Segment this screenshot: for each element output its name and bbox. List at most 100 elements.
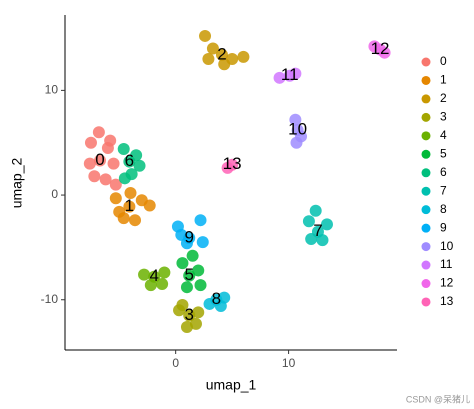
point <box>194 279 207 292</box>
point <box>84 136 97 149</box>
point <box>99 173 112 186</box>
watermark: CSDN @呆猪儿 <box>406 393 470 404</box>
legend-label: 9 <box>440 220 447 234</box>
legend-swatch <box>421 168 431 178</box>
point <box>144 279 157 292</box>
y-axis-title: umap_2 <box>9 157 25 208</box>
legend-swatch <box>421 297 431 307</box>
point <box>176 298 189 311</box>
point <box>196 236 209 249</box>
point <box>118 172 131 185</box>
legend-label: 2 <box>440 91 447 105</box>
point <box>290 136 303 149</box>
point <box>192 264 205 277</box>
cluster-label: 5 <box>184 265 193 284</box>
point <box>180 281 193 294</box>
point <box>175 228 188 241</box>
cluster-label: 6 <box>125 151 134 170</box>
y-tick-label: 0 <box>51 187 58 201</box>
legend-swatch <box>421 112 431 122</box>
point <box>273 71 286 84</box>
point <box>88 170 101 183</box>
point <box>186 249 199 262</box>
cluster-label: 11 <box>281 65 299 84</box>
point <box>202 52 215 65</box>
legend-swatch <box>421 260 431 270</box>
point <box>221 161 234 174</box>
legend-swatch <box>421 94 431 104</box>
point <box>320 218 333 231</box>
point <box>218 58 231 71</box>
cluster-label: 1 <box>125 196 134 215</box>
cluster-label: 7 <box>313 221 322 240</box>
cluster-label: 12 <box>371 39 390 58</box>
point <box>189 317 202 330</box>
cluster-label: 13 <box>223 154 242 173</box>
point <box>158 266 171 279</box>
point <box>368 40 381 53</box>
legend-label: 8 <box>440 202 447 216</box>
legend-swatch <box>421 223 431 233</box>
point <box>130 149 143 162</box>
cluster-label: 0 <box>95 150 104 169</box>
point <box>215 48 228 61</box>
point <box>143 199 156 212</box>
point <box>302 215 315 228</box>
point <box>123 200 136 213</box>
legend-label: 3 <box>440 110 447 124</box>
cluster-label: 4 <box>149 266 158 285</box>
point <box>183 269 196 282</box>
legend-label: 5 <box>440 146 447 160</box>
legend-swatch <box>421 186 431 196</box>
cluster-label: 8 <box>212 289 221 308</box>
point <box>156 278 169 291</box>
point <box>214 300 227 313</box>
point <box>109 192 122 205</box>
legend-label: 10 <box>440 239 454 253</box>
point <box>107 157 120 170</box>
legend-label: 6 <box>440 165 447 179</box>
point <box>194 214 207 227</box>
legend-label: 1 <box>440 73 447 87</box>
point <box>101 141 114 154</box>
x-axis-title: umap_1 <box>206 377 257 393</box>
x-tick-label: 0 <box>172 356 179 370</box>
point <box>180 320 193 333</box>
point <box>203 297 216 310</box>
legend-label: 0 <box>440 54 447 68</box>
point <box>192 306 205 319</box>
point <box>316 234 329 247</box>
point <box>92 126 105 139</box>
legend-swatch <box>421 242 431 252</box>
point <box>113 205 126 218</box>
legend-swatch <box>421 75 431 85</box>
legend-label: 4 <box>440 128 447 142</box>
legend-swatch <box>421 131 431 141</box>
legend-swatch <box>421 57 431 67</box>
cluster-label: 10 <box>288 120 307 139</box>
legend-label: 7 <box>440 183 447 197</box>
y-tick-label: 10 <box>45 83 59 97</box>
point <box>305 233 318 246</box>
legend-swatch <box>421 279 431 289</box>
point <box>133 159 146 172</box>
legend-label: 13 <box>440 294 454 308</box>
legend-swatch <box>421 205 431 215</box>
cluster-label: 2 <box>217 44 226 63</box>
point <box>138 268 151 281</box>
point <box>206 42 219 55</box>
legend-swatch <box>421 149 431 159</box>
point <box>309 204 322 217</box>
point <box>124 186 137 199</box>
cluster-label: 9 <box>184 227 193 246</box>
point <box>289 67 302 80</box>
point <box>183 309 196 322</box>
point <box>289 113 302 126</box>
legend-label: 12 <box>440 276 454 290</box>
point <box>109 178 122 191</box>
point <box>117 143 130 155</box>
cluster-label: 3 <box>184 305 193 324</box>
point <box>129 214 142 227</box>
point <box>378 46 391 59</box>
